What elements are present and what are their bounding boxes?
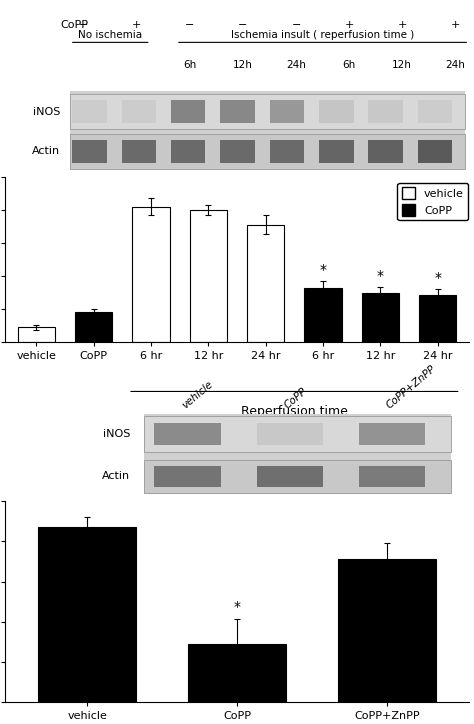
Bar [70,94,465,129]
Bar [70,91,465,170]
Text: iNOS: iNOS [103,429,130,439]
Bar [132,207,170,342]
Text: iNOS: iNOS [33,106,61,117]
Bar [72,140,107,163]
Text: vehicle: vehicle [180,379,215,411]
Bar [155,423,221,445]
Bar [418,100,452,123]
Text: −: − [292,20,301,30]
Bar [368,100,403,123]
Bar [319,140,354,163]
Text: 24h: 24h [446,60,465,70]
Text: +: + [345,20,354,30]
Text: Reperfusion time: Reperfusion time [241,405,348,418]
Bar [122,140,156,163]
Bar [70,134,465,169]
Text: 12h: 12h [233,60,253,70]
Text: +: + [451,20,460,30]
Bar [188,644,286,702]
Text: *: * [377,269,384,283]
Bar [368,140,403,163]
Bar [220,140,255,163]
Text: CoPP: CoPP [282,387,309,411]
Text: +: + [398,20,407,30]
Text: 6h: 6h [343,60,356,70]
Text: No ischemia: No ischemia [78,30,142,40]
Bar [256,423,323,445]
Text: Actin: Actin [32,146,61,156]
Bar [270,140,304,163]
Bar [256,466,323,487]
Bar [220,100,255,123]
Bar [18,327,55,342]
Bar [72,100,107,123]
Bar [247,224,284,342]
Text: 6h: 6h [183,60,197,70]
Text: CoPP: CoPP [61,20,89,30]
Text: *: * [319,264,327,277]
Bar [144,414,451,494]
Text: −: − [185,20,194,30]
Bar [122,100,156,123]
Text: CoPP+ZnPP: CoPP+ZnPP [384,364,438,411]
Bar [359,423,425,445]
Bar [155,466,221,487]
Bar [419,295,456,342]
Bar [75,312,112,342]
Bar [359,466,425,487]
Legend: vehicle, CoPP: vehicle, CoPP [397,182,468,220]
Text: Ischemia insult ( reperfusion time ): Ischemia insult ( reperfusion time ) [231,30,414,40]
Bar [38,527,136,702]
Bar [319,100,354,123]
Bar [171,100,206,123]
Text: 12h: 12h [392,60,412,70]
Text: Actin: Actin [102,471,130,481]
Bar [190,210,227,342]
Bar [338,559,436,702]
Bar [144,460,451,492]
Bar [362,292,399,342]
Text: 24h: 24h [286,60,306,70]
Bar [304,288,342,342]
Bar [171,140,206,163]
Text: +: + [132,20,141,30]
Text: −: − [79,20,88,30]
Bar [144,416,451,452]
Bar [270,100,304,123]
Text: *: * [434,272,441,285]
Bar [418,140,452,163]
Text: −: − [238,20,247,30]
Text: *: * [234,600,240,614]
